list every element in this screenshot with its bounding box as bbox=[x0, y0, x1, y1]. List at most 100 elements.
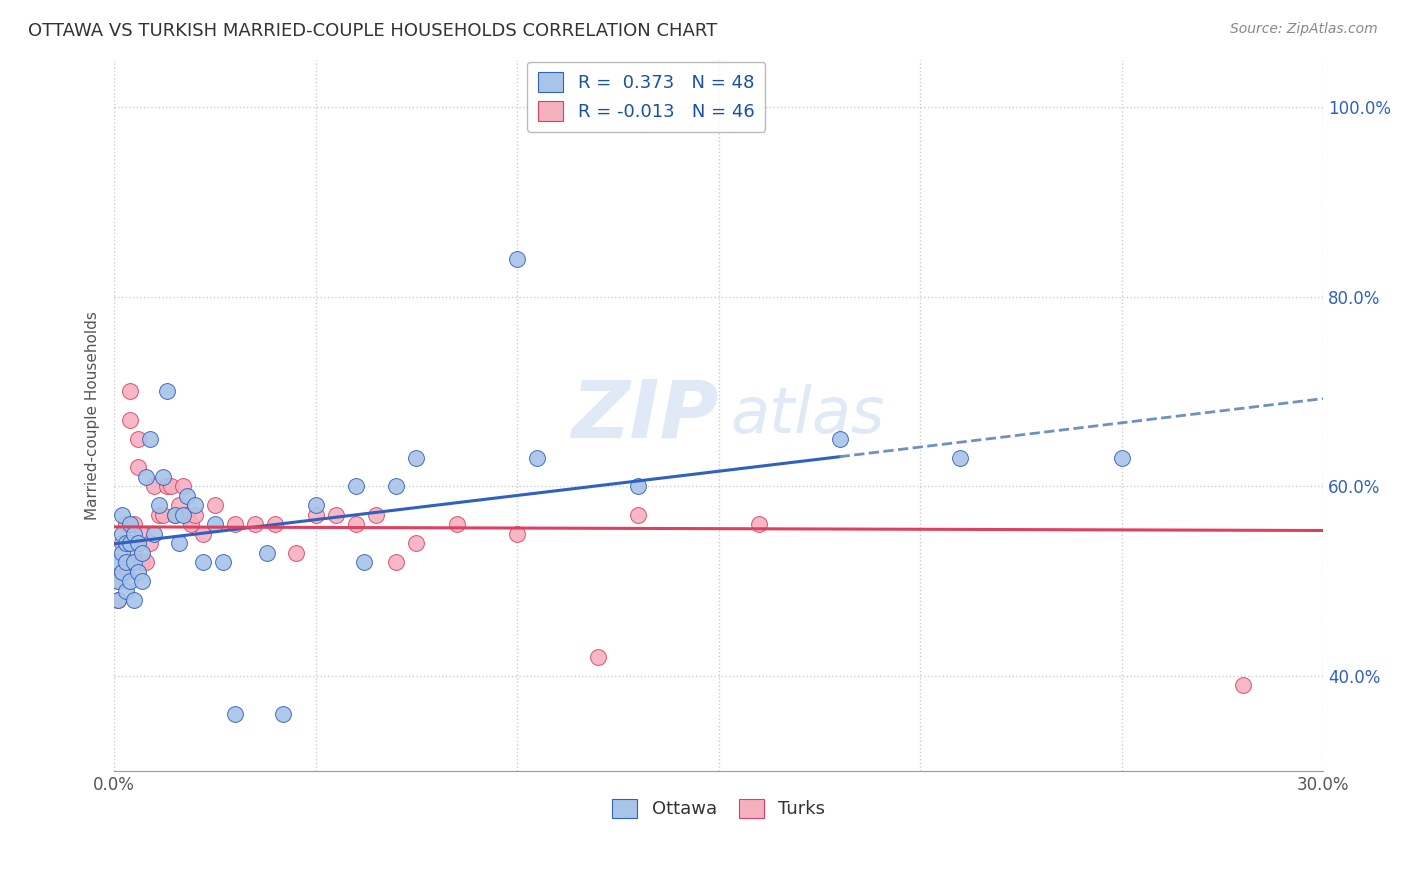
Point bbox=[107, 574, 129, 588]
Point bbox=[586, 649, 609, 664]
Point bbox=[224, 517, 246, 532]
Point bbox=[167, 498, 190, 512]
Point bbox=[111, 565, 134, 579]
Point bbox=[446, 517, 468, 532]
Point bbox=[353, 555, 375, 569]
Point bbox=[366, 508, 388, 522]
Point bbox=[107, 593, 129, 607]
Point bbox=[305, 508, 328, 522]
Point bbox=[273, 706, 295, 721]
Point bbox=[127, 536, 149, 550]
Point bbox=[1232, 678, 1254, 692]
Point bbox=[180, 517, 202, 532]
Point bbox=[115, 536, 138, 550]
Point bbox=[120, 536, 142, 550]
Point bbox=[152, 508, 174, 522]
Point bbox=[191, 555, 214, 569]
Point bbox=[139, 536, 162, 550]
Point bbox=[111, 546, 134, 560]
Legend: Ottawa, Turks: Ottawa, Turks bbox=[605, 791, 832, 826]
Point bbox=[305, 498, 328, 512]
Point bbox=[828, 432, 851, 446]
Point bbox=[148, 498, 170, 512]
Point bbox=[115, 536, 138, 550]
Point bbox=[148, 508, 170, 522]
Point bbox=[120, 413, 142, 427]
Point bbox=[127, 432, 149, 446]
Point bbox=[152, 470, 174, 484]
Point bbox=[115, 555, 138, 569]
Point bbox=[111, 536, 134, 550]
Point bbox=[385, 479, 408, 493]
Point bbox=[172, 508, 194, 522]
Point bbox=[107, 593, 129, 607]
Point bbox=[264, 517, 287, 532]
Point bbox=[344, 517, 367, 532]
Point bbox=[131, 574, 153, 588]
Point bbox=[120, 384, 142, 399]
Text: ZIP: ZIP bbox=[571, 376, 718, 454]
Point bbox=[107, 574, 129, 588]
Point bbox=[143, 526, 166, 541]
Point bbox=[143, 479, 166, 493]
Point bbox=[325, 508, 347, 522]
Point bbox=[526, 450, 548, 465]
Point bbox=[131, 555, 153, 569]
Point bbox=[127, 460, 149, 475]
Point bbox=[155, 384, 177, 399]
Point bbox=[627, 479, 650, 493]
Text: Source: ZipAtlas.com: Source: ZipAtlas.com bbox=[1230, 22, 1378, 37]
Point bbox=[1111, 450, 1133, 465]
Point bbox=[115, 517, 138, 532]
Point bbox=[127, 565, 149, 579]
Point bbox=[155, 479, 177, 493]
Point bbox=[405, 450, 427, 465]
Point bbox=[115, 565, 138, 579]
Point bbox=[344, 479, 367, 493]
Point bbox=[385, 555, 408, 569]
Point bbox=[131, 526, 153, 541]
Point bbox=[176, 489, 198, 503]
Point bbox=[120, 517, 142, 532]
Point bbox=[184, 498, 207, 512]
Point bbox=[124, 593, 146, 607]
Point bbox=[405, 536, 427, 550]
Point bbox=[124, 546, 146, 560]
Point bbox=[245, 517, 267, 532]
Point bbox=[506, 252, 529, 266]
Y-axis label: Married-couple Households: Married-couple Households bbox=[86, 310, 100, 519]
Point bbox=[949, 450, 972, 465]
Point bbox=[256, 546, 278, 560]
Point bbox=[111, 565, 134, 579]
Point bbox=[176, 508, 198, 522]
Point bbox=[184, 508, 207, 522]
Text: atlas: atlas bbox=[731, 384, 884, 446]
Point bbox=[506, 526, 529, 541]
Point bbox=[131, 546, 153, 560]
Point bbox=[167, 536, 190, 550]
Point bbox=[204, 498, 226, 512]
Point bbox=[172, 479, 194, 493]
Point bbox=[139, 432, 162, 446]
Point bbox=[284, 546, 307, 560]
Point bbox=[135, 555, 157, 569]
Point bbox=[111, 508, 134, 522]
Point bbox=[135, 470, 157, 484]
Point bbox=[124, 555, 146, 569]
Point bbox=[115, 583, 138, 598]
Point bbox=[212, 555, 235, 569]
Point bbox=[627, 508, 650, 522]
Point bbox=[120, 574, 142, 588]
Point bbox=[111, 526, 134, 541]
Point bbox=[224, 706, 246, 721]
Point bbox=[124, 526, 146, 541]
Point bbox=[191, 526, 214, 541]
Point bbox=[748, 517, 770, 532]
Point bbox=[124, 517, 146, 532]
Point bbox=[163, 508, 186, 522]
Point bbox=[159, 479, 181, 493]
Text: OTTAWA VS TURKISH MARRIED-COUPLE HOUSEHOLDS CORRELATION CHART: OTTAWA VS TURKISH MARRIED-COUPLE HOUSEHO… bbox=[28, 22, 717, 40]
Point bbox=[204, 517, 226, 532]
Point bbox=[107, 555, 129, 569]
Point bbox=[163, 508, 186, 522]
